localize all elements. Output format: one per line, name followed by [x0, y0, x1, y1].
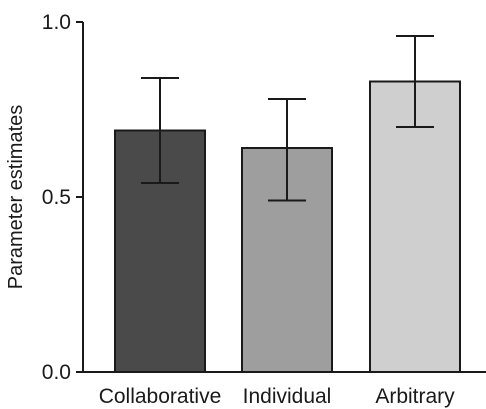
y-ticks: 0.0 0.5 1.0: [42, 11, 83, 384]
error-bar-collaborative: [141, 77, 179, 184]
x-tick-label-collaborative: Collaborative: [99, 385, 222, 408]
x-tick-label-individual: Individual: [243, 385, 332, 408]
error-bar-arbitrary: [396, 35, 434, 128]
y-tick-label-0-0: 0.0: [42, 361, 71, 384]
y-axis-label: Parameter estimates: [5, 105, 27, 290]
x-category-labels: Collaborative Individual Arbitrary: [99, 385, 455, 408]
error-bars-layer: [141, 35, 434, 202]
y-tick-label-1-0: 1.0: [42, 11, 71, 34]
x-tick-label-arbitrary: Arbitrary: [375, 385, 455, 408]
y-tick-label-0-5: 0.5: [42, 186, 71, 209]
error-bar-individual: [268, 98, 306, 202]
